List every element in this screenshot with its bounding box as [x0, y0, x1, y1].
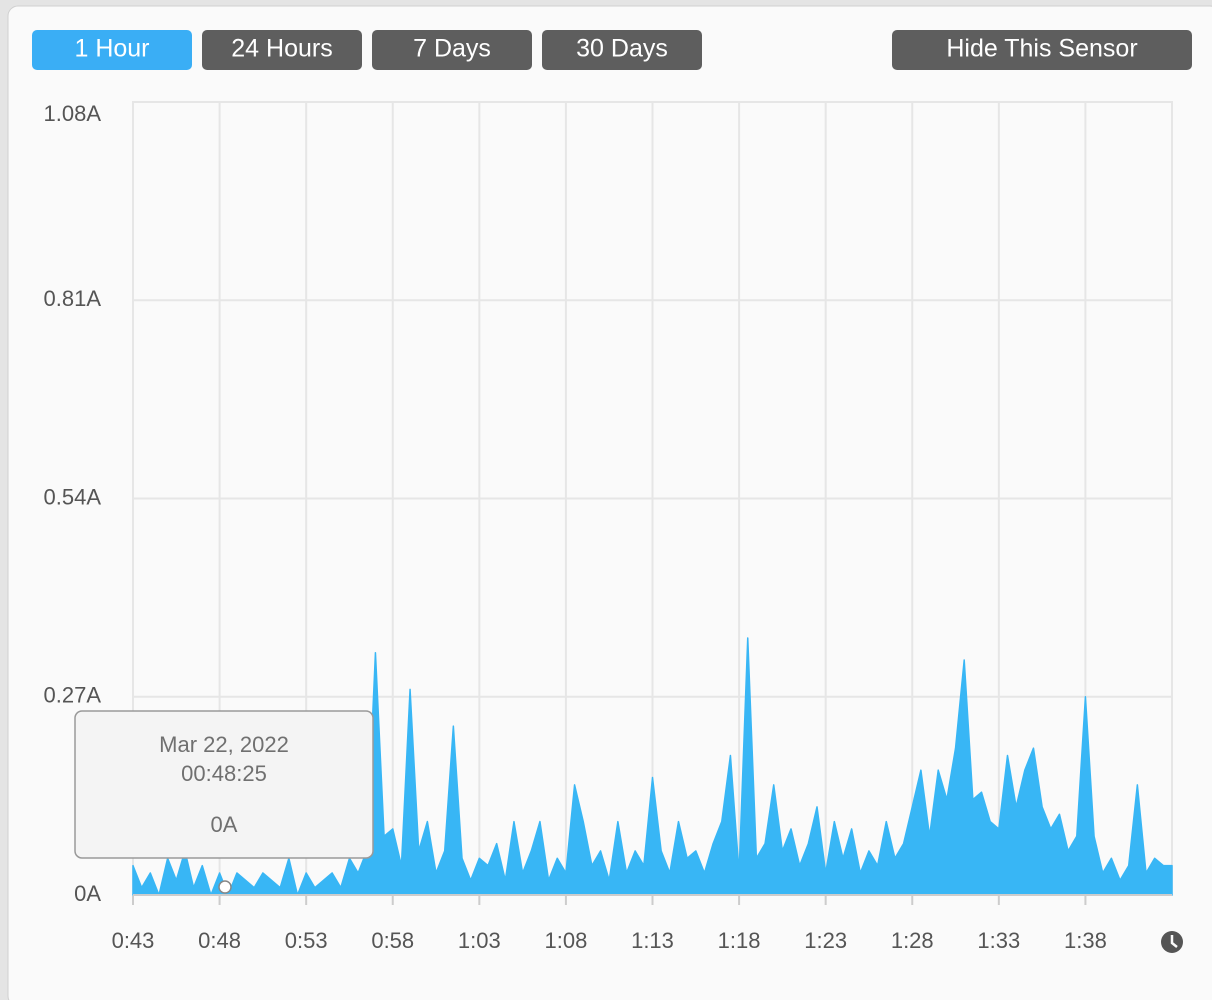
button-label: 30 Days — [576, 35, 668, 63]
x-tick-label: 1:03 — [458, 928, 501, 953]
x-tick-label: 1:33 — [977, 928, 1020, 953]
button-label: 7 Days — [413, 35, 491, 63]
button-label: 1 Hour — [74, 35, 149, 63]
range-button[interactable] — [32, 30, 192, 70]
hover-point — [218, 880, 232, 894]
y-tick-label: 0.81A — [44, 286, 102, 311]
tooltip-value: 0A — [211, 812, 238, 837]
y-tick-label: 0A — [74, 881, 101, 906]
tooltip — [74, 710, 374, 859]
x-tick-label: 1:23 — [804, 928, 847, 953]
controls: 1 Hour 24 Hours 7 Days 30 Days Hide This Sen… — [32, 30, 1192, 70]
y-tick-label: 0.54A — [44, 484, 102, 509]
y-tick-label: 0.27A — [44, 683, 102, 708]
range-button[interactable] — [202, 30, 362, 70]
area — [132, 637, 1173, 896]
range-button[interactable] — [372, 30, 532, 70]
plot: 0A 0.27A 0.54A 0.81A 1.08A 0:43 0:48 0:53 0:58 1:… — [44, 101, 1173, 953]
button-label: Hide This Sensor — [946, 35, 1137, 63]
x-tick-label: 1:38 — [1064, 928, 1107, 953]
range-button[interactable] — [542, 30, 702, 70]
tooltip-time: 00:48:25 — [181, 761, 267, 786]
x-tick-label: 0:48 — [198, 928, 241, 953]
x-tick-label: 1:28 — [891, 928, 934, 953]
button-label: 24 Hours — [231, 35, 332, 63]
x-tick-label: 1:08 — [545, 928, 588, 953]
x-tick-label: 0:53 — [285, 928, 328, 953]
clock-icon — [1161, 931, 1183, 953]
y-tick-label: 1.08A — [44, 101, 102, 126]
hide-button[interactable] — [892, 30, 1192, 70]
x-tick-label: 0:43 — [112, 928, 155, 953]
x-tick-label: 1:13 — [631, 928, 674, 953]
x-tick-label: 1:18 — [718, 928, 761, 953]
x-tick-label: 0:58 — [371, 928, 414, 953]
tooltip-date: Mar 22, 2022 — [159, 732, 289, 757]
